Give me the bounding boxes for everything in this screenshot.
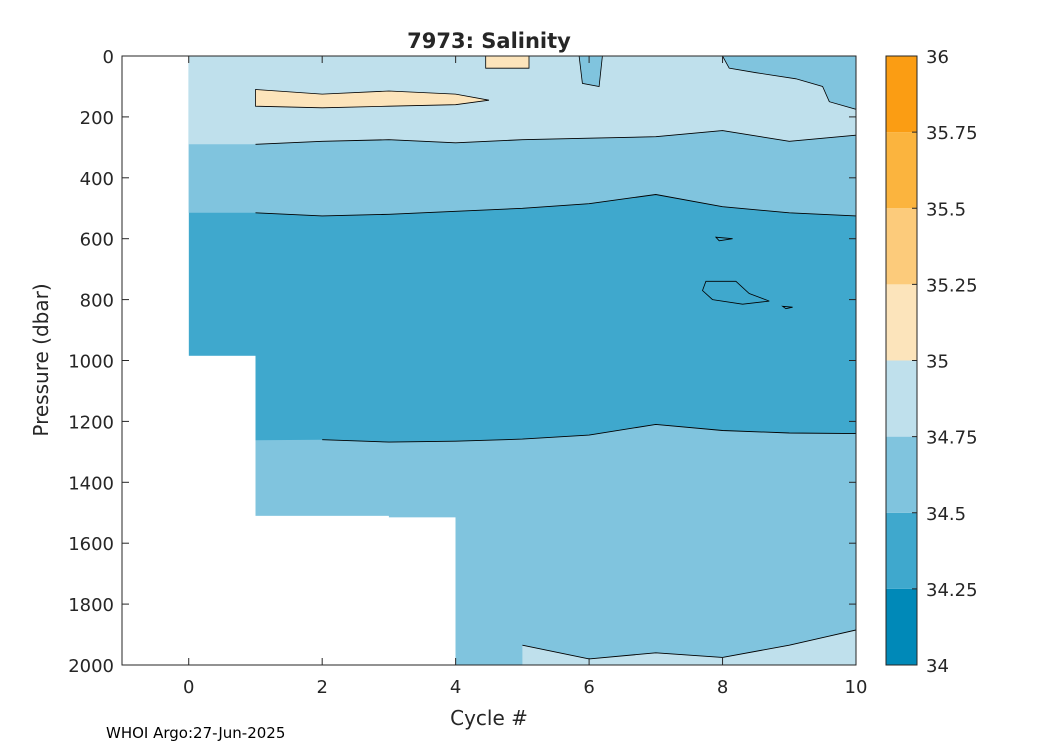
contour-feature-4 xyxy=(702,280,770,305)
chart-title: 7973: Salinity xyxy=(407,29,571,53)
axes: 0 2 4 6 8 10 0 200 400 600 800 1000 1200 1400 1600 1800… xyxy=(68,47,867,698)
x-tick-label: 4 xyxy=(450,677,461,698)
y-tick-label: 200 xyxy=(80,108,114,129)
colorbar-tick-label: 35.75 xyxy=(926,123,978,144)
y-tick-label: 1400 xyxy=(68,473,114,494)
contour-line-0 xyxy=(255,130,856,145)
x-tick-label: 0 xyxy=(183,677,194,698)
colorbar-segment xyxy=(886,436,917,513)
contour-line-2 xyxy=(322,423,856,443)
contour-feature-6 xyxy=(781,305,793,310)
colorbar-segment xyxy=(886,56,917,133)
x-tick-label: 8 xyxy=(717,677,728,698)
colorbar-segment xyxy=(886,512,917,589)
x-axis-label: Cycle # xyxy=(450,706,528,730)
contour-feature-1 xyxy=(485,56,530,69)
colorbar-segment xyxy=(886,132,917,209)
y-tick-label: 800 xyxy=(80,291,114,312)
y-tick-label: 0 xyxy=(103,47,114,68)
colorbar-segment xyxy=(886,360,917,437)
contour-feature-0 xyxy=(255,89,490,109)
colorbar-tick-label: 35.25 xyxy=(926,275,978,296)
contour-line-1 xyxy=(255,194,856,217)
colorbar-tick-label: 35 xyxy=(926,352,949,373)
y-tick-label: 2000 xyxy=(68,656,114,677)
colorbar-tick-label: 34.75 xyxy=(926,428,978,449)
band-34.75-35-lower xyxy=(522,630,856,665)
x-tick-label: 2 xyxy=(316,677,327,698)
contour-feature-3 xyxy=(578,56,603,87)
y-tick-label: 1800 xyxy=(68,595,114,616)
contour-line-3 xyxy=(522,629,856,660)
colorbar-tick-label: 34.25 xyxy=(926,580,978,601)
x-tick-label: 6 xyxy=(583,677,594,698)
salinity-fill-layer xyxy=(188,56,856,665)
colorbar-tick-label: 34.5 xyxy=(926,504,966,525)
y-tick-label: 1200 xyxy=(68,412,114,433)
colorbar-tick-label: 36 xyxy=(926,47,949,68)
colorbar-tick-label: 34 xyxy=(926,656,949,677)
colorbar-segment xyxy=(886,284,917,361)
contour-feature-5 xyxy=(714,236,733,242)
y-axis-label: Pressure (dbar) xyxy=(29,283,53,436)
colorbar-segment xyxy=(886,208,917,285)
y-tick-label: 1600 xyxy=(68,534,114,555)
colorbar-tick-label: 35.5 xyxy=(926,199,966,220)
contour-feature-2 xyxy=(721,56,856,110)
colorbar: 34 34.25 34.5 34.75 35 35.25 35.5 35.75 36 xyxy=(885,47,978,677)
contour-plot-area xyxy=(188,56,856,665)
y-tick-label: 1000 xyxy=(68,352,114,373)
x-tick-label: 10 xyxy=(845,677,868,698)
footer-credit: WHOI Argo:27-Jun-2025 xyxy=(106,724,286,742)
y-tick-label: 600 xyxy=(80,230,114,251)
colorbar-segment xyxy=(886,588,917,665)
band-34.5-34.75-lower xyxy=(255,424,856,665)
y-tick-label: 400 xyxy=(80,169,114,190)
